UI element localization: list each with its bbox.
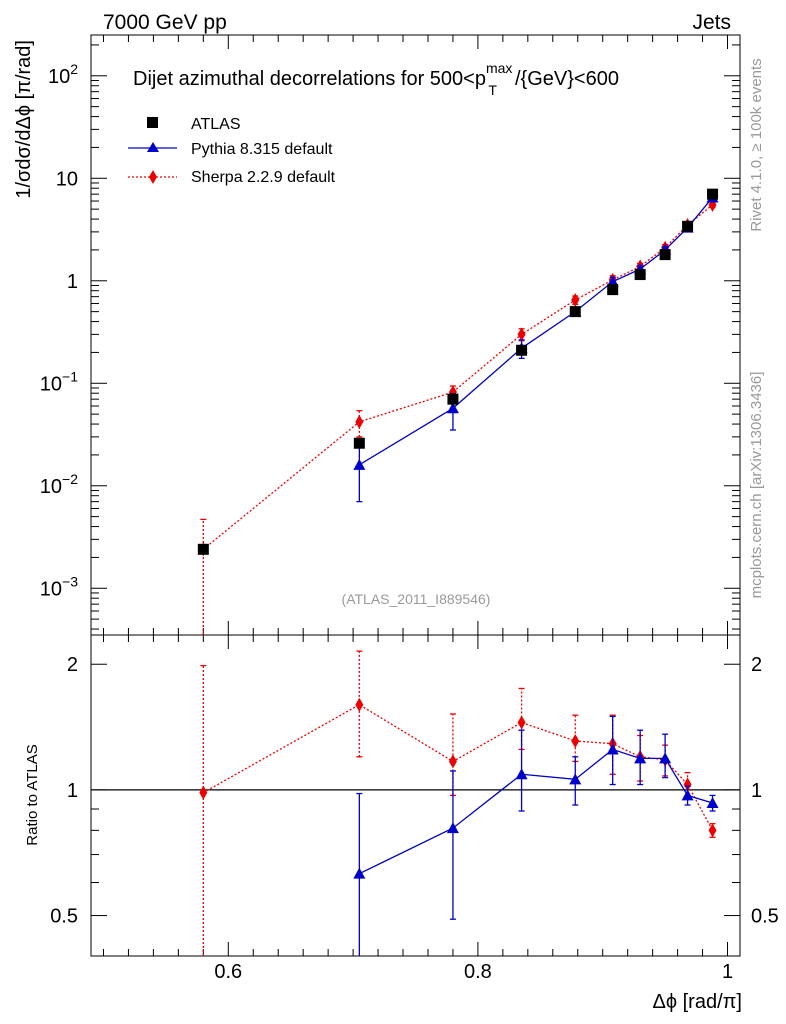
tick-base: 10 (40, 373, 62, 395)
legend-pythia-marker (147, 142, 159, 152)
tick-base: 1 (67, 271, 78, 293)
main-y-tick-label: 10−1 (40, 368, 78, 395)
ratio-pythia-point (659, 752, 672, 764)
x-tick-label: 1 (722, 961, 733, 983)
main-atlas-point (447, 393, 459, 405)
ratio-sherpa-line (203, 703, 714, 831)
title-superscript: max (486, 60, 512, 76)
title-subscript: T (488, 82, 497, 98)
main-atlas-point (516, 344, 528, 356)
ratio-pythia-line (359, 748, 713, 875)
x-tick-label: 0.8 (464, 961, 492, 983)
tick-exponent: −3 (62, 573, 78, 589)
main-pythia-point (446, 402, 459, 414)
main-atlas-point (682, 220, 694, 232)
main-atlas-point (707, 188, 719, 200)
main-sherpa-point (517, 327, 526, 342)
ratio-pythia-point (569, 773, 582, 785)
main-pythia-point (606, 275, 619, 287)
main-y-tick-label: 10−3 (40, 573, 78, 600)
main-y-tick-label: 1 (67, 271, 78, 293)
ratio-y-tick-label: 1 (67, 780, 78, 802)
ratio-sherpa-point (517, 715, 526, 730)
ratio-pythia-point (681, 789, 694, 801)
x-tick-label: 0.6 (214, 961, 242, 983)
main-sherpa-point (355, 414, 364, 429)
title-text: Dijet azimuthal decorrelations for 500<p (133, 68, 486, 90)
main-data-layer (197, 188, 719, 635)
ratio-y-tick-label-right: 0.5 (751, 906, 779, 928)
main-atlas-point (634, 269, 646, 281)
ratio-pythia-point (353, 867, 366, 879)
main-pythia-line (359, 197, 714, 466)
ratio-panel-frame (90, 634, 741, 957)
ratio-axis-ticks: 0.5 0.5 1 1 2 2 0.6 0.8 1 (50, 635, 779, 983)
tick-exponent: −1 (62, 368, 78, 384)
main-atlas-point (353, 437, 365, 449)
ratio-sherpa-point (448, 754, 457, 769)
main-atlas-point (659, 249, 671, 261)
rivet-version-label: Rivet 4.1.0, ≥ 100k events (748, 58, 765, 231)
main-y-axis-label: 1/σdσ/dΔϕ [π/rad] (13, 40, 35, 199)
main-atlas-point (607, 284, 619, 296)
main-atlas-point (197, 543, 209, 555)
analysis-id-watermark: (ATLAS_2011_I889546) (342, 591, 491, 607)
title-tail: /{GeV}<600 (515, 68, 619, 90)
tick-base: 10 (48, 66, 70, 88)
tick-exponent: −2 (62, 471, 78, 487)
ratio-sherpa-point (571, 733, 580, 748)
tick-exponent: 2 (70, 61, 78, 77)
main-panel-frame (90, 34, 741, 636)
ratio-pythia-point (634, 752, 647, 764)
ratio-sherpa-point (355, 697, 364, 712)
ratio-pythia-point (446, 822, 459, 834)
legend-sherpa-marker (149, 170, 157, 184)
main-y-tick-label: 102 (48, 61, 78, 88)
ratio-sherpa-point (708, 823, 717, 838)
main-sherpa-point (571, 292, 580, 307)
mcplots-reference-label: mcplots.cern.ch [arXiv:1306.3436] (748, 372, 765, 599)
tick-base: 10 (40, 578, 62, 600)
ratio-sherpa-point (199, 785, 208, 800)
tick-base: 10 (40, 476, 62, 498)
main-atlas-point (569, 306, 581, 318)
ratio-y-tick-label: 2 (67, 654, 78, 676)
legend: ATLAS Pythia 8.315 default Sherpa 2.2.9 … (128, 116, 336, 186)
header-jets-label: Jets (692, 11, 731, 34)
main-y-tick-label: 10−2 (40, 471, 78, 498)
legend-atlas-label: ATLAS (191, 116, 241, 133)
ratio-y-tick-label-right: 2 (751, 654, 762, 676)
legend-sherpa-label: Sherpa 2.2.9 default (191, 169, 336, 186)
ratio-pythia-point (515, 768, 528, 780)
x-axis-label: Δϕ [rad/π] (653, 991, 743, 1013)
ratio-y-tick-label: 0.5 (50, 906, 78, 928)
tick-base: 10 (56, 168, 78, 190)
main-sherpa-line (202, 204, 713, 550)
main-chart-title: Dijet azimuthal decorrelations for 500<p… (133, 60, 619, 98)
legend-pythia-label: Pythia 8.315 default (191, 141, 333, 158)
ratio-y-axis-label: Ratio to ATLAS (24, 744, 41, 845)
ratio-pythia-point (606, 743, 619, 755)
header-energy-label: 7000 GeV pp (103, 11, 227, 34)
ratio-data-layer (199, 650, 719, 956)
ratio-pythia-point (706, 797, 719, 809)
main-pythia-point (353, 458, 366, 470)
ratio-y-tick-label-right: 1 (751, 780, 762, 802)
main-y-tick-label: 10 (56, 168, 78, 190)
legend-atlas-marker (147, 117, 158, 128)
ratio-sherpa-point (683, 777, 692, 792)
